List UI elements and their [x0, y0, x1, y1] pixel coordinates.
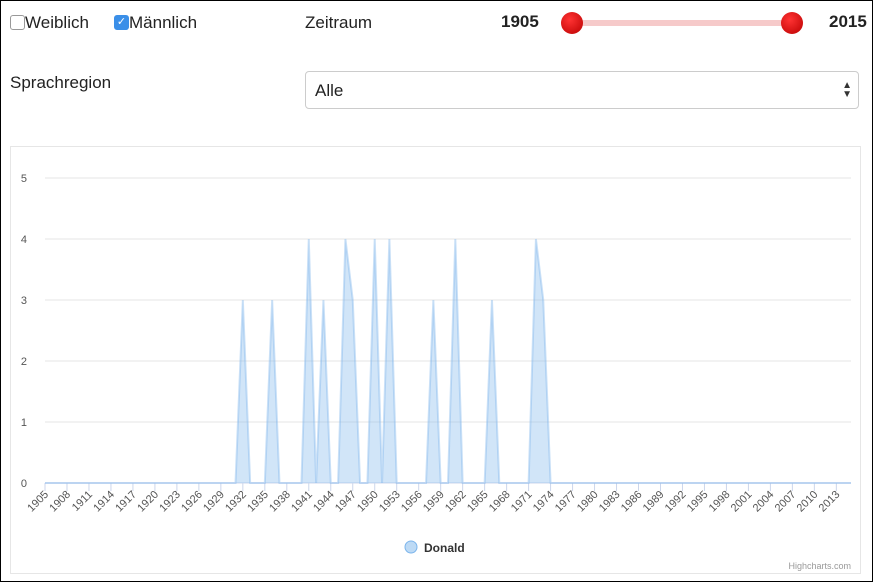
slider-handle[interactable]	[781, 12, 803, 34]
slider-track[interactable]	[572, 20, 792, 26]
chart-frame	[10, 146, 861, 574]
slider-from: 1905	[501, 12, 539, 31]
chart: 0123451905190819111914191719201923192619…	[10, 146, 861, 574]
legend-label: Donald	[424, 541, 465, 555]
checkbox-label[interactable]: Weiblich	[25, 13, 89, 32]
legend-symbol	[404, 540, 418, 554]
y-tick-label: 5	[21, 173, 27, 185]
y-tick-label: 0	[21, 478, 27, 490]
slider-handle[interactable]	[561, 12, 583, 34]
checkbox[interactable]: ✓	[114, 15, 129, 30]
area-line	[45, 238, 851, 484]
checkbox[interactable]	[10, 15, 25, 30]
region-select[interactable]: Alle ▲ ▼	[305, 71, 859, 109]
checkbox-label[interactable]: Männlich	[129, 13, 198, 32]
region-label: Sprachregion	[10, 73, 112, 92]
select-arrow: ▲ ▼	[842, 80, 852, 100]
period-label: Zeitraum	[305, 13, 373, 32]
y-tick-label: 2	[21, 356, 27, 368]
y-tick-label: 3	[21, 295, 27, 307]
y-tick-label: 1	[21, 417, 27, 429]
area	[45, 239, 851, 483]
credits: Highcharts.com	[788, 561, 851, 571]
slider-to: 2015	[829, 12, 867, 31]
y-tick-label: 4	[21, 234, 27, 246]
select-value: Alle	[315, 81, 344, 100]
